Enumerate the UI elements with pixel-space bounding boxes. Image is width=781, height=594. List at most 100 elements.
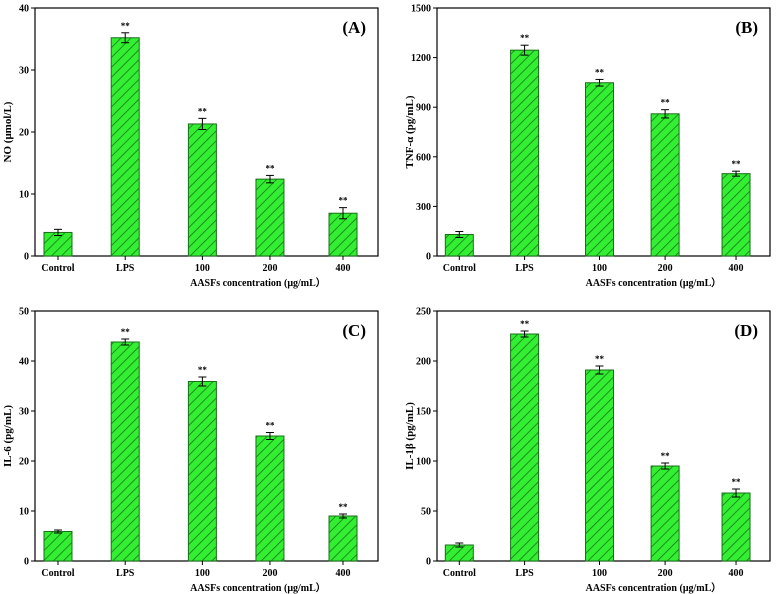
y-tick-label: 0: [24, 252, 29, 263]
significance-marker: **: [520, 33, 530, 43]
error-bar: [265, 432, 274, 440]
y-tick-label: 0: [426, 252, 431, 263]
significance-marker: **: [121, 327, 131, 337]
panel-a: (A) NO (μmol/L) AASFs concentration (μg/…: [2, 4, 379, 289]
panel-label: (B): [735, 18, 758, 37]
bar: [510, 49, 540, 257]
x-tick-label: Control: [443, 568, 476, 579]
x-tick-label: 400: [729, 263, 744, 274]
error-bar: [661, 462, 670, 470]
significance-marker: **: [732, 477, 742, 487]
error-bar: [520, 44, 529, 56]
x-tick-label: 200: [658, 263, 673, 274]
error-bar: [53, 228, 62, 237]
error-bar: [198, 376, 207, 387]
x-tick-label: 400: [336, 568, 351, 579]
x-tick-label: 100: [195, 263, 210, 274]
bar: [110, 341, 140, 562]
y-tick-label: 100: [416, 457, 431, 468]
x-axis-label: AASFs concentration (μg/mL）: [190, 276, 326, 289]
x-axis-label: AASFs concentration (μg/mL）: [190, 581, 326, 594]
x-tick-label: LPS: [515, 568, 534, 579]
error-bar: [198, 117, 207, 131]
y-tick-label: 10: [19, 190, 29, 201]
error-bar: [661, 109, 670, 119]
error-bar: [455, 542, 464, 548]
error-bar: [455, 231, 464, 238]
y-tick-label: 0: [24, 557, 29, 568]
error-bar: [339, 207, 348, 220]
x-tick-label: 400: [729, 568, 744, 579]
bar: [255, 435, 285, 562]
x-tick-label: Control: [41, 568, 74, 579]
bar: [650, 465, 680, 562]
significance-marker: **: [520, 319, 530, 329]
significance-marker: **: [339, 502, 349, 512]
x-axis-label: AASFs concentration (μg/mL）: [586, 581, 722, 594]
x-tick-label: Control: [41, 263, 74, 274]
x-tick-label: 100: [592, 263, 607, 274]
y-tick-label: 1200: [411, 53, 431, 64]
significance-marker: **: [198, 106, 208, 116]
error-bar: [339, 513, 348, 519]
panel-label: (A): [342, 18, 366, 37]
x-tick-label: 100: [195, 568, 210, 579]
panel-label: (D): [734, 321, 758, 340]
significance-marker: **: [198, 365, 208, 375]
x-tick-label: 400: [336, 263, 351, 274]
y-tick-label: 40: [19, 357, 29, 368]
bar: [328, 212, 358, 257]
error-bar: [53, 529, 62, 534]
error-bar: [121, 338, 130, 346]
error-bar: [265, 174, 274, 184]
bar: [187, 123, 217, 257]
bar: [721, 492, 751, 562]
significance-marker: **: [339, 196, 349, 206]
y-tick-label: 1500: [411, 4, 431, 15]
y-axis-label: TNF-α (pg/mL): [404, 95, 416, 168]
y-tick-label: 30: [19, 407, 29, 418]
bar: [510, 333, 540, 562]
y-tick-label: 150: [416, 407, 431, 418]
y-tick-label: 250: [416, 307, 431, 318]
error-bar: [595, 78, 604, 87]
bar: [255, 178, 285, 257]
significance-marker: **: [595, 67, 605, 77]
y-tick-label: 20: [19, 128, 29, 139]
x-tick-label: LPS: [116, 263, 135, 274]
bar: [328, 515, 358, 562]
x-tick-label: LPS: [515, 263, 534, 274]
significance-marker: **: [732, 159, 742, 169]
y-tick-label: 50: [19, 307, 29, 318]
x-tick-label: 200: [262, 263, 277, 274]
y-tick-label: 40: [19, 4, 29, 15]
error-bar: [732, 488, 741, 498]
y-tick-label: 300: [416, 202, 431, 213]
x-tick-label: Control: [443, 263, 476, 274]
y-axis-label: IL-6 (pg/mL): [2, 405, 14, 467]
y-tick-label: 30: [19, 66, 29, 77]
x-tick-label: 200: [658, 568, 673, 579]
y-axis-label: IL-1β (pg/mL): [404, 402, 416, 470]
error-bar: [121, 32, 130, 44]
error-bar: [595, 365, 604, 375]
significance-marker: **: [595, 354, 605, 364]
panel-d: (D) IL-1β (pg/mL) AASFs concentration (μ…: [404, 307, 771, 594]
significance-marker: **: [661, 451, 671, 461]
bar: [585, 369, 615, 562]
y-tick-label: 600: [416, 152, 431, 163]
significance-marker: **: [265, 163, 275, 173]
panel-label: (C): [342, 321, 366, 340]
bar: [187, 381, 217, 562]
y-tick-label: 10: [19, 507, 29, 518]
y-tick-label: 0: [426, 557, 431, 568]
bar: [43, 531, 73, 562]
significance-marker: **: [121, 21, 131, 31]
x-tick-label: 100: [592, 568, 607, 579]
y-tick-label: 900: [416, 103, 431, 114]
bar: [721, 173, 751, 257]
bar: [650, 113, 680, 257]
x-axis-label: AASFs concentration (μg/mL）: [586, 276, 722, 289]
panel-b: (B) TNF-α (pg/mL) AASFs concentration (μ…: [404, 4, 771, 289]
